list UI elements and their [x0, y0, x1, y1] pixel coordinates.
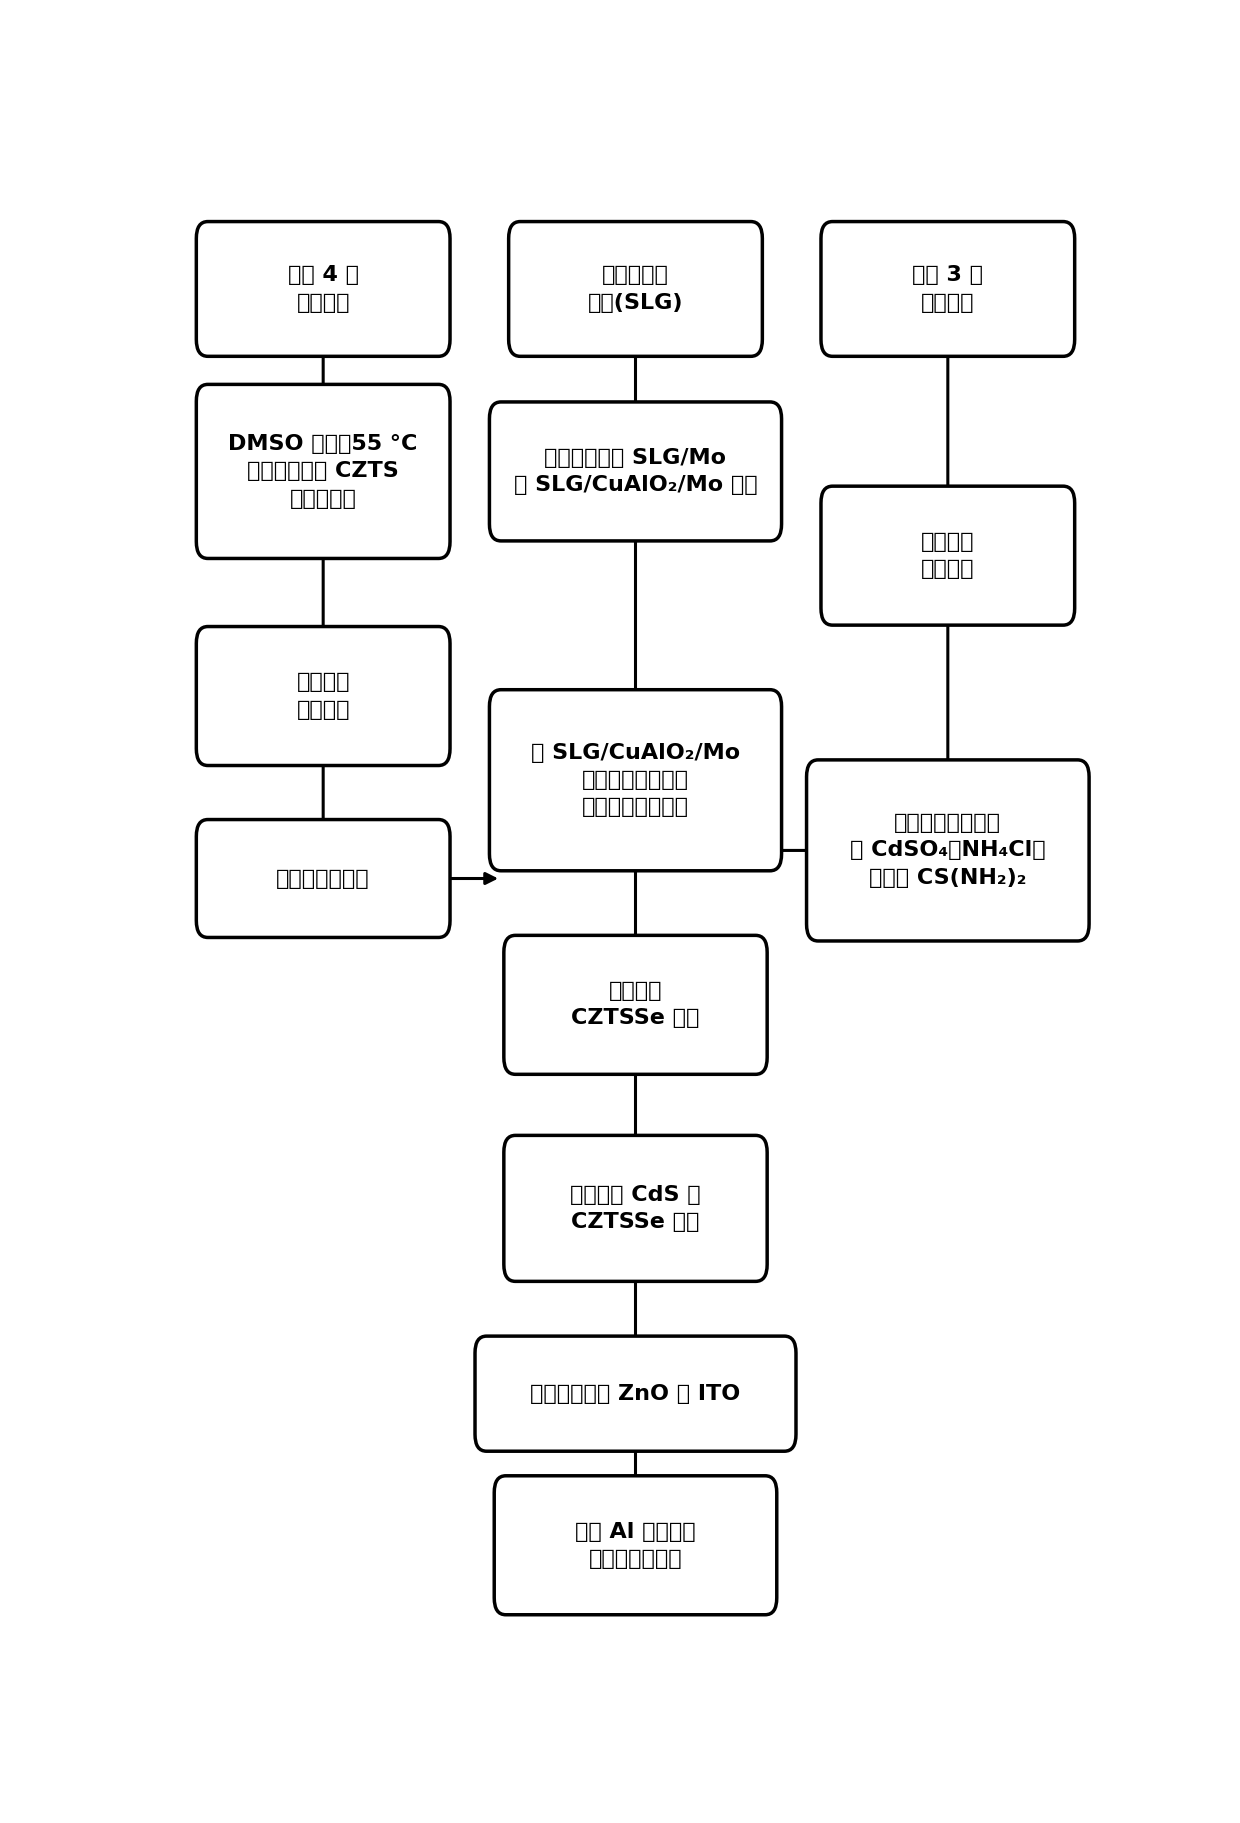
Text: DMSO 溶解，55 °C
加热搅拌制得 CZTS
前驱体溶液: DMSO 溶解，55 °C 加热搅拌制得 CZTS 前驱体溶液 — [228, 434, 418, 509]
Text: 滴入乙醇
胺并搅拌: 滴入乙醇 胺并搅拌 — [296, 673, 350, 720]
FancyBboxPatch shape — [196, 385, 450, 558]
FancyBboxPatch shape — [503, 935, 768, 1074]
FancyBboxPatch shape — [196, 820, 450, 937]
FancyBboxPatch shape — [196, 222, 450, 355]
Text: 磁控溅射制得 SLG/Mo
和 SLG/CuAlO₂/Mo 衬底: 磁控溅射制得 SLG/Mo 和 SLG/CuAlO₂/Mo 衬底 — [513, 448, 758, 496]
FancyBboxPatch shape — [495, 1477, 776, 1615]
Text: 在水浴锅中依次加
入 CdSO₄，NH₄Cl，
氨水和 CS(NH₂)₂: 在水浴锅中依次加 入 CdSO₄，NH₄Cl， 氨水和 CS(NH₂)₂ — [849, 813, 1045, 888]
FancyBboxPatch shape — [196, 627, 450, 766]
Text: 蒸镀 Al 电极、机
械划刻制得电池: 蒸镀 Al 电极、机 械划刻制得电池 — [575, 1522, 696, 1570]
Text: 称取 4 种
固体药品: 称取 4 种 固体药品 — [288, 266, 358, 312]
FancyBboxPatch shape — [821, 222, 1075, 355]
FancyBboxPatch shape — [490, 689, 781, 871]
Text: 水浴沉积 CdS 于
CZTSSe 表面: 水浴沉积 CdS 于 CZTSSe 表面 — [570, 1185, 701, 1232]
FancyBboxPatch shape — [490, 401, 781, 541]
Text: 过滤前驱体溶液: 过滤前驱体溶液 — [277, 868, 370, 888]
FancyBboxPatch shape — [821, 487, 1075, 625]
FancyBboxPatch shape — [508, 222, 763, 355]
FancyBboxPatch shape — [806, 760, 1089, 941]
Text: 清洗钠钙玻
璃片(SLG): 清洗钠钙玻 璃片(SLG) — [588, 266, 683, 312]
FancyBboxPatch shape — [503, 1136, 768, 1282]
FancyBboxPatch shape — [475, 1336, 796, 1451]
Text: 在 SLG/CuAlO₂/Mo
衬底上旋涂前驱体
溶液制得前驱体薄: 在 SLG/CuAlO₂/Mo 衬底上旋涂前驱体 溶液制得前驱体薄 — [531, 744, 740, 817]
Text: 去离子水
溶解搅拌: 去离子水 溶解搅拌 — [921, 532, 975, 580]
Text: 称取 3 种
固体药品: 称取 3 种 固体药品 — [913, 266, 983, 312]
Text: 硒化制得
CZTSSe 薄膜: 硒化制得 CZTSSe 薄膜 — [572, 981, 699, 1028]
Text: 磁控溅射生长 ZnO 和 ITO: 磁控溅射生长 ZnO 和 ITO — [531, 1384, 740, 1404]
